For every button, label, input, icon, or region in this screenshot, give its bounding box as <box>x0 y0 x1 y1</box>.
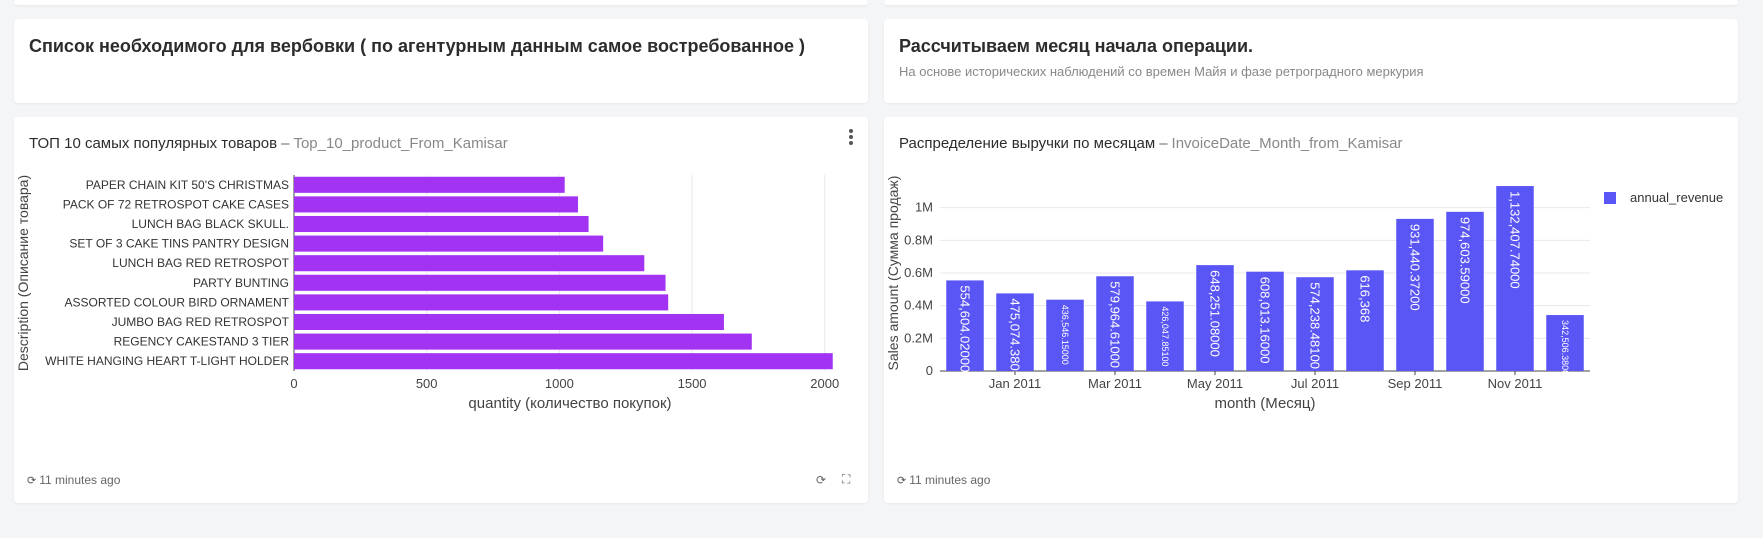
data-label: 579,964.61000 <box>1107 281 1122 368</box>
bar <box>294 215 589 233</box>
chart-source: Top_10_product_From_Kamisar <box>293 135 508 152</box>
y-tick-label: PARTY BUNTING <box>193 276 289 290</box>
data-label: 554,604.02000 <box>957 285 972 372</box>
refresh-icon: ⟳ <box>27 474 37 487</box>
top-strip-right <box>884 0 1738 5</box>
bar <box>1346 270 1384 371</box>
data-label: 648,251.08000 <box>1207 270 1222 357</box>
legend-swatch <box>1604 192 1616 204</box>
x-tick-label: Nov 2011 <box>1488 376 1543 391</box>
bar <box>1046 299 1084 371</box>
markdown-subtitle: На основе исторических наблюдений со вре… <box>899 64 1424 79</box>
markdown-title: Рассчитываем месяц начала операции. <box>899 36 1254 56</box>
bar <box>294 235 604 252</box>
markdown-title: Список необходимого для вербовки ( по аг… <box>29 36 806 56</box>
x-tick-label: Jan 2011 <box>989 376 1042 391</box>
bar <box>294 313 724 331</box>
x-axis-label: month (Месяц) <box>1214 395 1315 412</box>
y-tick-label: 1M <box>915 200 933 215</box>
title-dash: – <box>1159 135 1168 152</box>
y-tick-label: LUNCH BAG BLACK SKULL. <box>132 217 289 231</box>
y-tick-label: SET OF 3 CAKE TINS PANTRY DESIGN <box>69 237 289 251</box>
chart-source: InvoiceDate_Month_from_Kamisar <box>1171 135 1403 152</box>
markdown-card-operation-month: Рассчитываем месяц начала операции. На о… <box>884 19 1738 103</box>
y-tick-label: PAPER CHAIN KIT 50'S CHRISTMAS <box>86 178 289 192</box>
bar <box>294 196 578 213</box>
x-axis-label: quantity (количество покупок) <box>468 395 671 412</box>
title-dash: – <box>281 135 290 152</box>
bar <box>294 274 666 291</box>
bar <box>294 176 565 193</box>
data-label: 342,506.38000 <box>1560 320 1570 380</box>
top-strip-left <box>14 0 868 5</box>
data-label: 426,047.85100 <box>1160 306 1170 366</box>
x-tick-label: 500 <box>416 376 438 391</box>
data-label: 974,603.59000 <box>1457 217 1472 304</box>
last-updated: ⟳ 11 minutes ago <box>897 473 990 487</box>
top10-products-bar-chart: 0 500 1000 1500 2000 PAPER CHAIN KIT 50'S CHR… <box>15 175 839 412</box>
chart-title: ТОП 10 самых популярных товаров – Top_10_p… <box>29 135 508 152</box>
y-tick-label: ASSORTED COLOUR BIRD ORNAMENT <box>65 295 290 309</box>
x-tick-label: 0 <box>290 376 297 391</box>
chart-title-text: Распределение выручки по месяцам <box>899 135 1156 152</box>
bar <box>996 293 1034 371</box>
legend-entry: annual_revenue <box>1630 190 1723 205</box>
last-updated: ⟳ 11 minutes ago <box>27 473 120 487</box>
monthly-revenue-bar-chart: 0 0.2M 0.4M 0.6M 0.8M 1M 554,604.02000 475,074.… <box>885 176 1723 412</box>
bar <box>1096 276 1134 371</box>
data-label: 475,074.38000 <box>1007 298 1022 385</box>
y-tick-label: 0.6M <box>904 265 933 280</box>
bar <box>946 280 984 371</box>
expand-icon[interactable]: ⛶ <box>842 472 851 486</box>
x-tick-label: Sep 2011 <box>1388 376 1443 391</box>
last-updated-text: 11 minutes ago <box>909 473 991 487</box>
data-label: 436,546.15000 <box>1060 305 1070 365</box>
chart-card-top10-products: ТОП 10 самых популярных товаров – Top_10_p… <box>14 117 868 503</box>
bar <box>294 294 669 311</box>
chart-title: Распределение выручки по месяцам – Invoice… <box>899 135 1403 152</box>
bar <box>294 353 833 370</box>
data-label: 1,132,407.74000 <box>1507 191 1522 289</box>
x-tick-label: Jul 2011 <box>1291 376 1339 391</box>
x-tick-label: 2000 <box>810 376 839 391</box>
bar <box>1296 277 1334 371</box>
data-label: 574,238.48100 <box>1307 282 1322 369</box>
vertical-dots-menu-icon[interactable] <box>844 127 858 149</box>
chart-card-monthly-revenue: Распределение выручки по месяцам – Invoice… <box>884 117 1738 503</box>
bar <box>1546 315 1584 371</box>
data-label: 931,440.37200 <box>1407 224 1422 311</box>
x-tick-label: 1000 <box>545 376 574 391</box>
last-updated-text: 11 minutes ago <box>39 473 121 487</box>
y-tick-label: 0 <box>926 363 933 378</box>
bar <box>1446 211 1484 371</box>
refresh-icon: ⟳ <box>897 474 907 487</box>
y-axis-label: Description (Описание товара) <box>15 175 31 371</box>
x-tick-label: 1500 <box>678 376 707 391</box>
y-axis-label: Sales amount (Сумма продаж) <box>885 176 901 371</box>
y-tick-label: 0.4M <box>904 298 933 313</box>
data-label: 616,368 <box>1357 275 1372 322</box>
y-tick-label: WHITE HANGING HEART T-LIGHT HOLDER <box>45 354 289 368</box>
bar <box>1246 271 1284 371</box>
y-tick-label: 0.2M <box>904 330 933 345</box>
bar <box>294 255 645 272</box>
bar <box>1396 218 1434 371</box>
y-tick-label: JUMBO BAG RED RETROSPOT <box>112 315 290 329</box>
refresh-icon[interactable]: ⟳ <box>816 473 827 487</box>
data-label: 608,013.16000 <box>1257 277 1272 364</box>
bar <box>1196 265 1234 371</box>
bar <box>294 333 752 350</box>
chart-title-text: ТОП 10 самых популярных товаров <box>29 135 278 152</box>
x-tick-label: Mar 2011 <box>1088 376 1142 391</box>
y-tick-label: LUNCH BAG RED RETROSPOT <box>112 256 289 270</box>
bar <box>1146 301 1184 371</box>
y-tick-label: REGENCY CAKESTAND 3 TIER <box>114 335 290 349</box>
bar <box>1496 186 1534 371</box>
y-tick-label: 0.8M <box>904 232 933 247</box>
markdown-card-recruitment: Список необходимого для вербовки ( по аг… <box>14 19 868 103</box>
x-tick-label: May 2011 <box>1187 376 1243 391</box>
y-tick-label: PACK OF 72 RETROSPOT CAKE CASES <box>63 197 289 211</box>
